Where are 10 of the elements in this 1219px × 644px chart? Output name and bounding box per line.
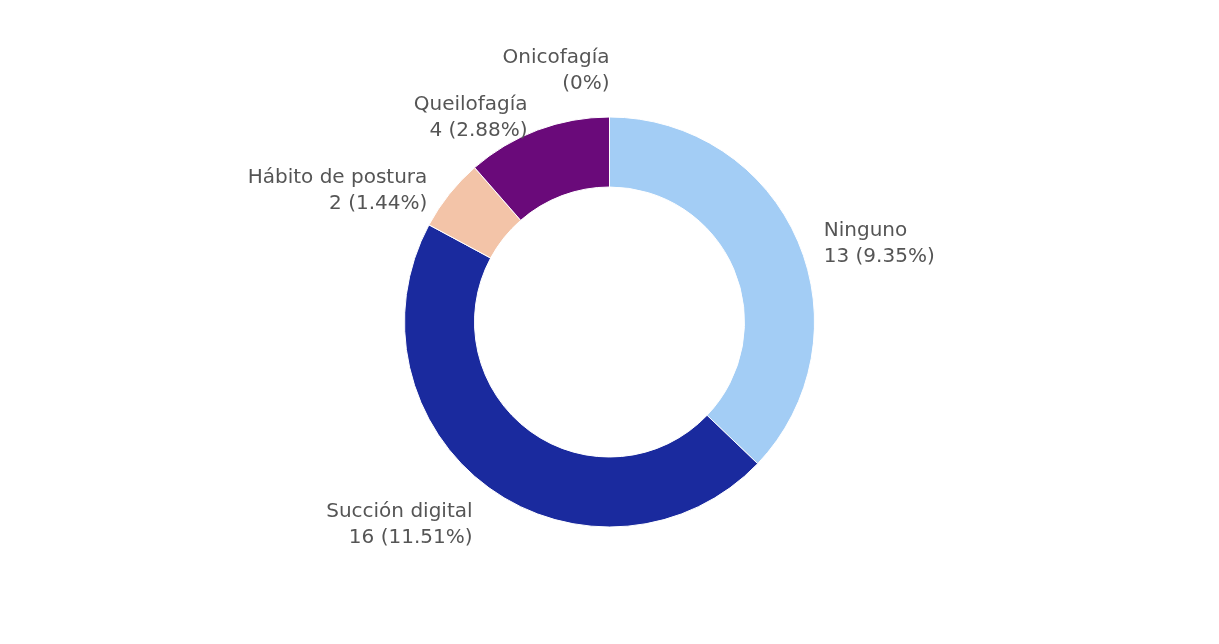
data-label: 4 (2.88%)	[429, 116, 528, 141]
slice-label: Succión digital	[326, 497, 473, 522]
data-label: 13 (9.35%)	[823, 243, 935, 268]
data-label: 2 (1.44%)	[329, 189, 428, 214]
text: (0%)	[562, 70, 610, 94]
slice-label: Hábito de postura	[247, 163, 428, 188]
slice-label: Queilofagía	[413, 90, 528, 115]
data-label: 16 (11.51%)	[348, 523, 473, 548]
slice-label: Ninguno	[823, 217, 908, 242]
category-label: Onicofagía	[502, 44, 610, 68]
